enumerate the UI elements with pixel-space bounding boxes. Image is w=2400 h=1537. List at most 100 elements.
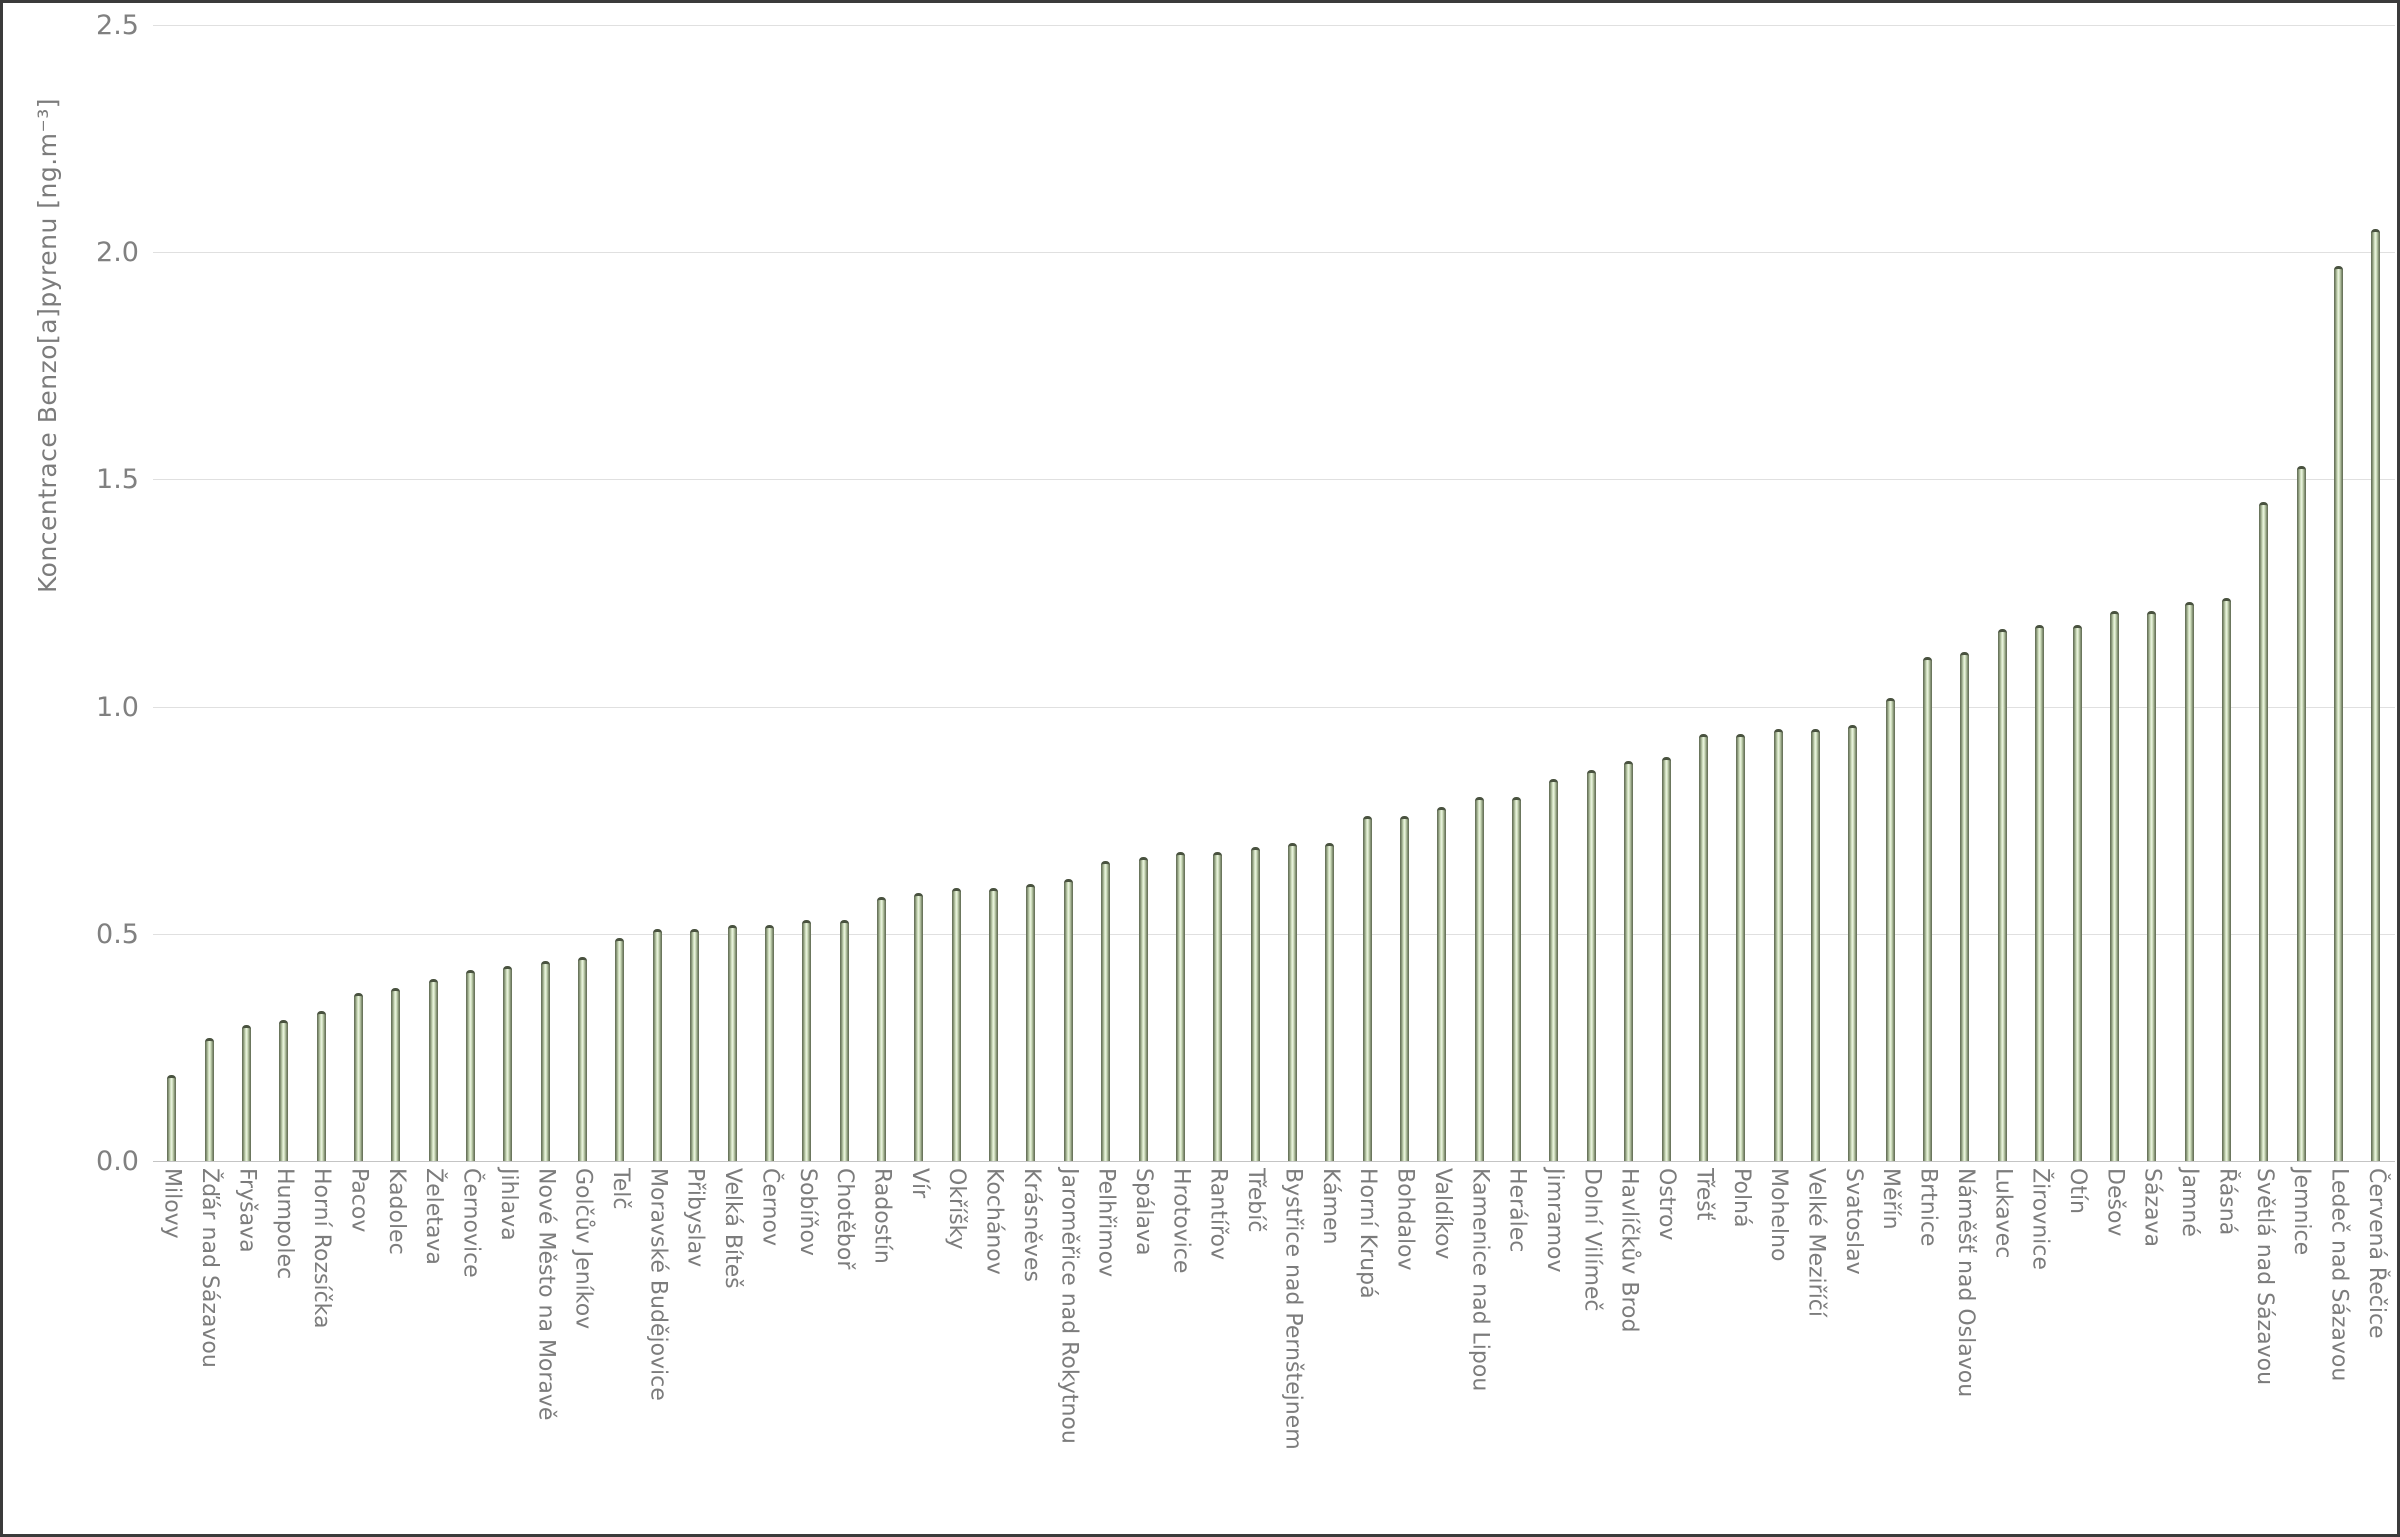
x-tick-label: Moravské Budějovice bbox=[645, 1168, 671, 1401]
bar-slot bbox=[1012, 25, 1049, 1161]
bar-slot bbox=[1199, 25, 1236, 1161]
x-label-slot: Ostrov bbox=[1647, 1162, 1684, 1534]
bar-slot bbox=[2357, 25, 2394, 1161]
bar-slot bbox=[489, 25, 526, 1161]
x-tick-label: Dolní Vilímeč bbox=[1579, 1168, 1605, 1312]
x-label-slot: Pelhřimov bbox=[1087, 1162, 1124, 1534]
x-label-slot: Velká Bíteš bbox=[713, 1162, 750, 1534]
bar-slot bbox=[1872, 25, 1909, 1161]
bar-slot bbox=[377, 25, 414, 1161]
y-tick-label: 0.5 bbox=[96, 918, 139, 950]
bar bbox=[1885, 697, 1895, 1161]
x-tick-label: Ostrov bbox=[1654, 1168, 1680, 1241]
bar-slot bbox=[2320, 25, 2357, 1161]
bar bbox=[914, 892, 924, 1161]
x-label-slot: Třebíč bbox=[1236, 1162, 1273, 1534]
bar bbox=[503, 965, 513, 1161]
bar bbox=[540, 961, 550, 1161]
x-tick-label: Ledeč nad Sázavou bbox=[2326, 1168, 2352, 1382]
x-tick-label: Spálava bbox=[1131, 1168, 1157, 1256]
bar-slot bbox=[713, 25, 750, 1161]
bar-slot bbox=[601, 25, 638, 1161]
x-label-slot: Havlíčkův Brod bbox=[1610, 1162, 1647, 1534]
x-tick-label: Havlíčkův Brod bbox=[1616, 1168, 1642, 1333]
x-label-slot: Moravské Budějovice bbox=[639, 1162, 676, 1534]
x-label-slot: Jamné bbox=[2170, 1162, 2207, 1534]
bar bbox=[2259, 502, 2269, 1161]
bar bbox=[1960, 652, 1970, 1161]
bar-slot bbox=[676, 25, 713, 1161]
bar bbox=[1325, 842, 1335, 1161]
x-label-slot: Radostín bbox=[863, 1162, 900, 1534]
bar-slot bbox=[1349, 25, 1386, 1161]
plot-area: 0.0 0.5 1.0 1.5 2.0 2.5 bbox=[96, 12, 2395, 1175]
bar bbox=[2296, 465, 2306, 1161]
x-tick-label: Žirovnice bbox=[2027, 1168, 2053, 1270]
bar-slot bbox=[2245, 25, 2282, 1161]
x-tick-label: Lukavec bbox=[1990, 1168, 2016, 1259]
x-tick-label: Brtnice bbox=[1915, 1168, 1941, 1247]
x-tick-label: Černovice bbox=[458, 1168, 484, 1278]
bar bbox=[2221, 597, 2231, 1161]
x-tick-label: Okříšky bbox=[944, 1168, 970, 1250]
x-label-slot: Řásná bbox=[2208, 1162, 2245, 1534]
bar bbox=[391, 988, 401, 1161]
x-tick-label: Třešť bbox=[1691, 1168, 1717, 1221]
x-label-slot: Kochánov bbox=[975, 1162, 1012, 1534]
bar bbox=[466, 970, 476, 1161]
bar bbox=[1997, 629, 2007, 1161]
bar-slot bbox=[1647, 25, 1684, 1161]
bar-slot bbox=[1050, 25, 1087, 1161]
bar bbox=[204, 1038, 214, 1161]
bar-slot bbox=[751, 25, 788, 1161]
x-tick-label: Jaroměřice nad Rokytnou bbox=[1056, 1168, 1082, 1444]
bar bbox=[353, 992, 363, 1161]
bar bbox=[2147, 611, 2157, 1161]
bar bbox=[690, 929, 700, 1161]
x-tick-label: Černov bbox=[757, 1168, 783, 1246]
x-tick-label: Třebíč bbox=[1243, 1168, 1269, 1233]
x-label-slot: Svatoslav bbox=[1834, 1162, 1871, 1534]
x-label-slot: Lukavec bbox=[1984, 1162, 2021, 1534]
bar-slot bbox=[265, 25, 302, 1161]
x-label-slot: Otín bbox=[2058, 1162, 2095, 1534]
x-tick-label: Golčův Jeníkov bbox=[570, 1168, 596, 1330]
x-tick-label: Měřín bbox=[1878, 1168, 1904, 1230]
x-label-slot: Vír bbox=[900, 1162, 937, 1534]
bar bbox=[428, 979, 438, 1161]
bar-slot bbox=[1461, 25, 1498, 1161]
x-label-slot: Horní Krupá bbox=[1349, 1162, 1386, 1534]
y-tick-label: 1.0 bbox=[96, 691, 139, 723]
x-tick-label: Pacov bbox=[346, 1168, 372, 1233]
x-label-slot: Spálava bbox=[1124, 1162, 1161, 1534]
x-label-slot: Světlá nad Sázavou bbox=[2245, 1162, 2282, 1534]
x-label-slot: Červená Řečice bbox=[2357, 1162, 2394, 1534]
x-label-slot: Dolní Vilímeč bbox=[1573, 1162, 1610, 1534]
x-label-slot: Humpolec bbox=[265, 1162, 302, 1534]
bar-slot bbox=[1423, 25, 1460, 1161]
x-tick-label: Jamné bbox=[2177, 1168, 2203, 1237]
bar-slot bbox=[1386, 25, 1423, 1161]
bar-slot bbox=[1722, 25, 1759, 1161]
bar bbox=[241, 1024, 251, 1161]
x-tick-label: Nové Město na Moravě bbox=[533, 1168, 559, 1421]
y-tick-label: 1.5 bbox=[96, 464, 139, 496]
x-tick-label: Červená Řečice bbox=[2363, 1168, 2389, 1339]
x-tick-label: Velké Meziříčí bbox=[1803, 1168, 1829, 1318]
bar bbox=[1026, 883, 1036, 1161]
bar-slot bbox=[2133, 25, 2170, 1161]
x-label-slot: Žirovnice bbox=[2021, 1162, 2058, 1534]
x-label-slot: Herálec bbox=[1498, 1162, 1535, 1534]
x-tick-label: Fryšava bbox=[234, 1168, 260, 1253]
bar bbox=[279, 1020, 289, 1161]
bar-slot bbox=[1573, 25, 1610, 1161]
x-label-slot: Kamenice nad Lipou bbox=[1461, 1162, 1498, 1534]
bar-slot bbox=[527, 25, 564, 1161]
bar bbox=[2072, 624, 2082, 1161]
bar bbox=[1474, 797, 1484, 1161]
bar bbox=[1287, 842, 1297, 1161]
x-label-slot: Černov bbox=[751, 1162, 788, 1534]
bar-slot bbox=[2021, 25, 2058, 1161]
bar bbox=[1736, 733, 1746, 1161]
y-tick-label: 2.5 bbox=[96, 10, 139, 41]
